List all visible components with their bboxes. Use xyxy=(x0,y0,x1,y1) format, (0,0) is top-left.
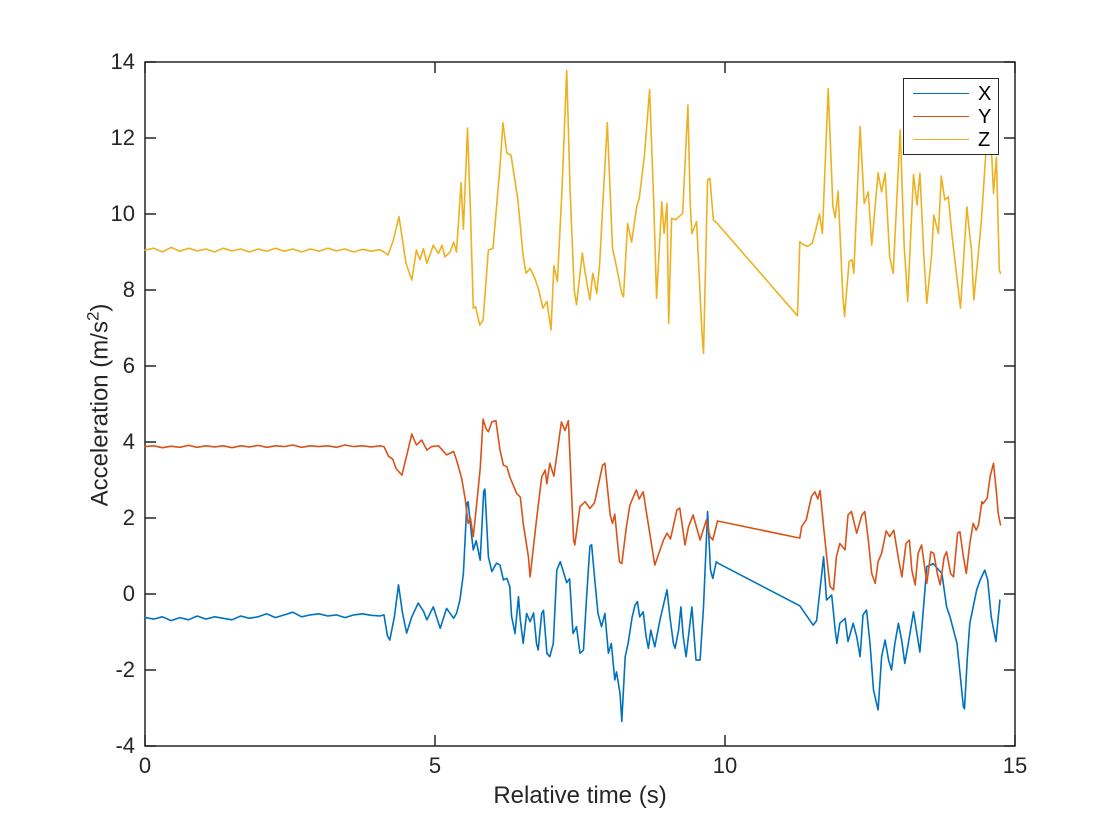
y-tick-label: 12 xyxy=(110,125,135,150)
legend-line-swatch-x xyxy=(913,93,969,94)
y-tick-label: -4 xyxy=(115,733,135,758)
y-tick-label: 4 xyxy=(122,429,135,454)
y-axis-label-prefix: Acceleration (m/s xyxy=(86,321,114,507)
legend-entry-z: Z xyxy=(904,129,998,151)
series-line-x xyxy=(144,488,1001,723)
y-tick-label: 6 xyxy=(122,353,135,378)
legend-line-swatch-z xyxy=(913,139,969,140)
y-tick-label: 2 xyxy=(122,505,135,530)
x-axis-label: Relative time (s) xyxy=(493,782,667,809)
y-tick-label: 0 xyxy=(122,581,135,606)
legend-label-x: X xyxy=(978,82,992,105)
legend-box: X Y Z xyxy=(903,78,999,155)
y-tick-label: 8 xyxy=(122,277,135,302)
x-tick-label: 15 xyxy=(1002,753,1028,778)
y-axis-label: Acceleration (m/s2) xyxy=(84,304,115,507)
series-line-y xyxy=(144,418,1002,591)
legend-entry-y: Y xyxy=(904,106,998,128)
legend-entry-x: X xyxy=(904,83,998,105)
y-tick-label: 14 xyxy=(110,49,135,74)
x-tick-label: 0 xyxy=(138,753,152,778)
x-tick-label: 10 xyxy=(712,753,738,778)
legend-label-z: Z xyxy=(978,128,991,151)
y-axis-label-superscript: 2 xyxy=(83,311,103,322)
y-tick-label: 10 xyxy=(110,201,135,226)
y-axis-label-suffix: ) xyxy=(86,303,114,312)
series-line-z xyxy=(144,69,1002,355)
x-tick-label: 5 xyxy=(428,753,442,778)
y-tick-label: -2 xyxy=(115,657,135,682)
legend-label-y: Y xyxy=(978,105,992,128)
plot-box xyxy=(144,61,1016,747)
legend-line-swatch-y xyxy=(913,116,969,117)
